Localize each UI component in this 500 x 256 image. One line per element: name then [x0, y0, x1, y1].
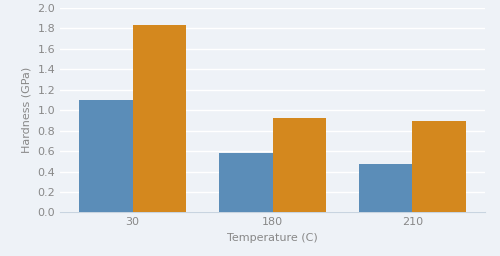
Bar	[360, 164, 412, 212]
Bar	[412, 121, 466, 212]
Bar	[272, 118, 326, 212]
Bar	[80, 100, 132, 212]
Bar	[132, 25, 186, 212]
Bar	[220, 153, 272, 212]
X-axis label: Temperature (C): Temperature (C)	[227, 233, 318, 243]
Y-axis label: Hardness (GPa): Hardness (GPa)	[22, 67, 32, 153]
